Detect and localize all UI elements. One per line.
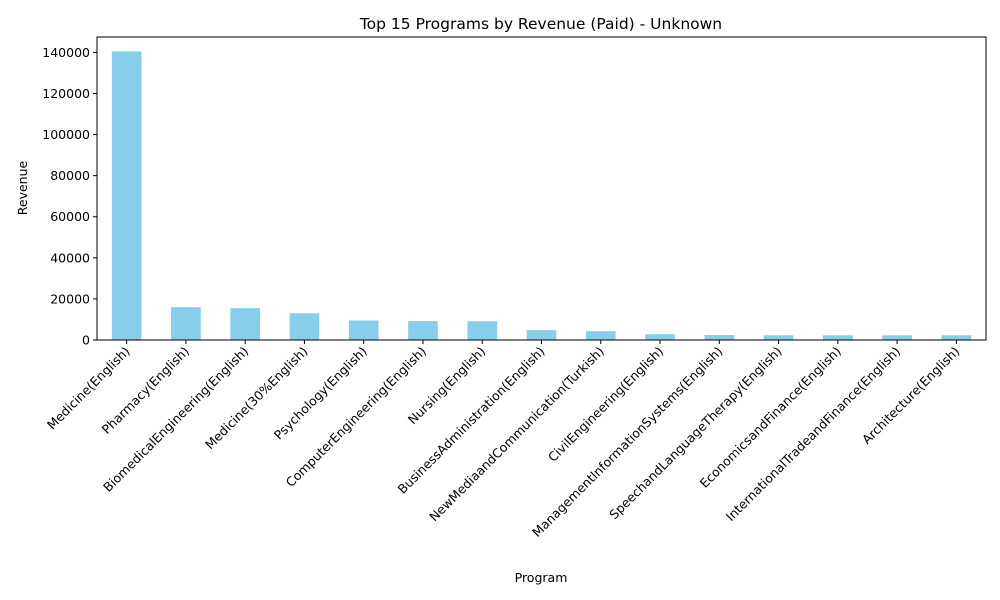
bar-15 <box>941 335 972 340</box>
bar-4 <box>289 313 320 340</box>
y-tick-label: 140000 <box>42 45 90 60</box>
bar-7 <box>467 321 498 340</box>
y-tick-label: 80000 <box>50 168 90 183</box>
bar-12 <box>763 335 794 340</box>
y-tick-label: 0 <box>82 333 90 348</box>
y-tick-label: 20000 <box>50 291 90 306</box>
x-tick-label: Medicine(30%English) <box>202 344 311 453</box>
x-tick-label: Architecture(English) <box>859 344 963 448</box>
y-tick-label: 100000 <box>42 127 90 142</box>
x-tick-label: CivilEngineering(English) <box>545 344 666 465</box>
bar-13 <box>823 335 853 340</box>
plot-frame <box>96 36 987 341</box>
y-tick-label: 40000 <box>50 250 90 265</box>
bar-1 <box>111 51 142 340</box>
bar-11 <box>704 335 735 340</box>
bar-6 <box>408 321 438 340</box>
bar-2 <box>171 307 201 340</box>
y-tick-label: 60000 <box>50 209 90 224</box>
bar-8 <box>526 330 557 340</box>
chart-title: Top 15 Programs by Revenue (Paid) - Unkn… <box>359 15 722 33</box>
x-axis: Medicine(English)Pharmacy(English)Biomed… <box>44 340 963 540</box>
bars-group <box>111 51 972 340</box>
bar-9 <box>585 331 616 340</box>
bar-14 <box>882 335 912 340</box>
bar-10 <box>645 334 675 340</box>
y-axis-label: Revenue <box>15 160 30 215</box>
y-axis: 0 20000 40000 60000 80000 100000 120000 140000 <box>42 45 97 348</box>
bar-3 <box>230 308 260 340</box>
bar-5 <box>348 320 379 340</box>
y-tick-label: 120000 <box>42 86 90 101</box>
x-axis-label: Program <box>515 570 568 585</box>
